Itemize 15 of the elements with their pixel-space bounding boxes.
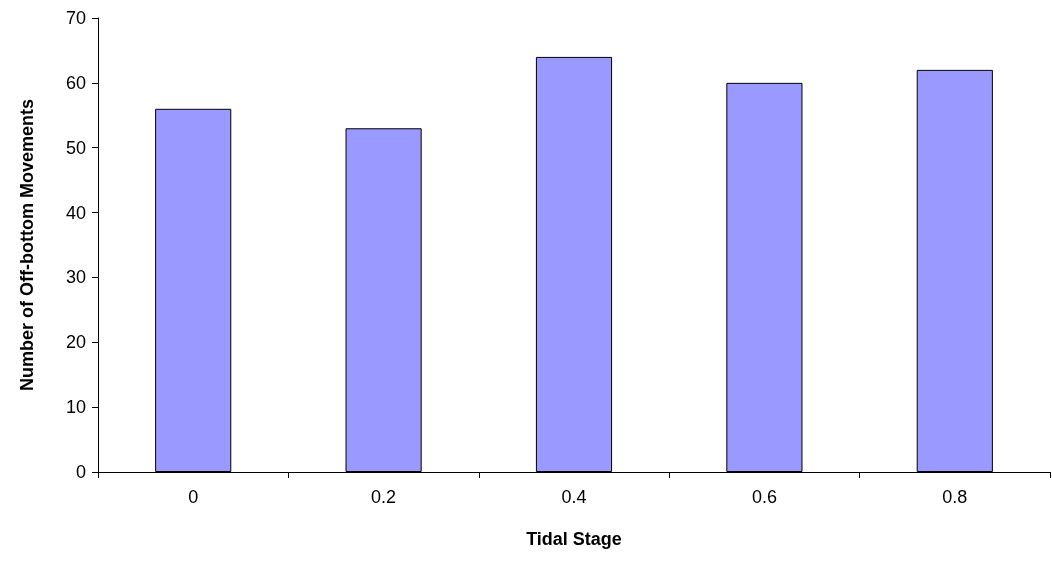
x-tick-label: 0.8 [942, 487, 968, 507]
y-axis-title: Number of Off-bottom Movements [17, 99, 37, 391]
x-tick-label: 0.2 [371, 487, 397, 507]
y-tick-label: 50 [65, 137, 86, 158]
y-tick-label: 0 [75, 462, 86, 482]
y-tick-label: 70 [65, 8, 86, 28]
y-tick-label: 20 [65, 332, 86, 353]
y-tick-label: 40 [65, 202, 86, 223]
y-tick-label: 10 [65, 397, 86, 418]
x-tick-label: 0.6 [751, 487, 777, 507]
y-tick-label: 60 [65, 72, 86, 93]
x-axis-title: Tidal Stage [526, 529, 622, 549]
y-tick-label: 30 [65, 267, 86, 288]
x-tick-label: 0 [188, 487, 199, 507]
x-tick-label: 0.4 [561, 487, 587, 507]
